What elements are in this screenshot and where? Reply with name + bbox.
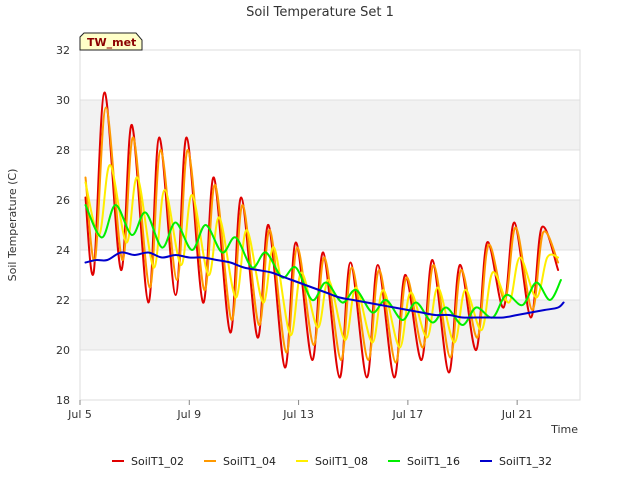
x-tick-label: Jul 17 [391,408,423,421]
y-tick-label: 22 [56,294,70,307]
legend-label: SoilT1_32 [499,455,552,468]
plot-band [80,50,580,100]
legend: SoilT1_02 SoilT1_04 SoilT1_08 SoilT1_16 Soil… [112,455,552,468]
plot-band [80,100,580,150]
plot-area-border [79,49,581,401]
legend-label: SoilT1_08 [315,455,368,468]
legend-label: SoilT1_04 [223,455,276,468]
series-line-soilt1_16 [84,204,562,326]
series-line-soilt1_32 [84,251,565,319]
station-badge-label: TW_met [87,36,136,49]
series-lines [84,91,565,379]
y-tick-label: 26 [56,194,70,207]
y-tick-label: 32 [56,44,70,57]
y-tick-label: 24 [56,244,70,257]
y-tick-label: 20 [56,344,70,357]
x-tick-label: Jul 21 [501,408,533,421]
station-badge: TW_met [79,32,143,51]
legend-label: SoilT1_02 [131,455,184,468]
y-axis-ticks: 18 20 22 24 26 28 30 32 [56,44,70,407]
x-axis-title: Time [550,423,578,436]
x-axis-ticks: Jul 5 Jul 9 Jul 13 Jul 17 Jul 21 [67,400,533,421]
x-tick-label: Jul 5 [67,408,92,421]
y-tick-label: 18 [56,394,70,407]
series-line-soilt1_08 [84,163,560,349]
y-tick-label: 28 [56,144,70,157]
y-tick-label: 30 [56,94,70,107]
legend-label: SoilT1_16 [407,455,460,468]
chart-title: Soil Temperature Set 1 [246,5,394,20]
y-axis-title: Soil Temperature (C) [6,169,19,282]
x-tick-label: Jul 13 [282,408,314,421]
station-badge-shape [79,32,143,51]
plot-band [80,350,580,400]
x-tick-label: Jul 9 [176,408,201,421]
plot-band [80,200,580,250]
plot-bands [80,49,580,401]
